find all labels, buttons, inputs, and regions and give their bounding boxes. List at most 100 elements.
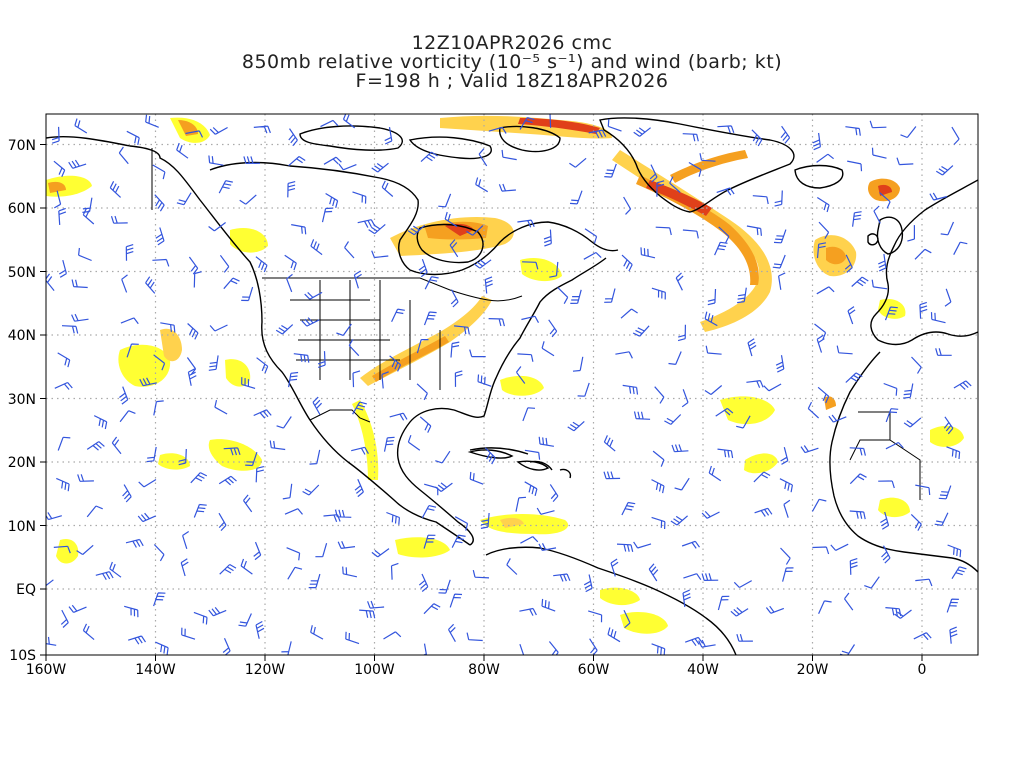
wind-barb xyxy=(730,607,749,617)
wind-barb xyxy=(674,477,690,491)
wind-barb xyxy=(947,544,962,558)
wind-barb xyxy=(836,345,853,355)
vorticity-pacific-5 xyxy=(56,538,79,564)
wind-barb xyxy=(847,306,856,325)
vorticity-africa-2 xyxy=(878,497,910,518)
wind-barb xyxy=(484,276,493,294)
wind-barb xyxy=(714,241,728,256)
wind-barb xyxy=(391,308,405,323)
wind-barb xyxy=(935,165,954,176)
wind-barb xyxy=(871,279,888,290)
wind-barb xyxy=(304,291,323,300)
lat-label-70n: 70N xyxy=(8,138,36,154)
wind-barb xyxy=(701,573,719,581)
wind-barb xyxy=(155,227,165,246)
vorticity-midatlantic-2 xyxy=(744,453,778,474)
wind-barb xyxy=(541,598,556,612)
wind-barb xyxy=(737,287,747,304)
lat-label-10n: 10N xyxy=(8,519,36,535)
wind-barb xyxy=(275,324,294,335)
wind-barb xyxy=(454,516,469,531)
wind-barb xyxy=(178,448,187,466)
wind-barb xyxy=(124,605,139,618)
wind-barb xyxy=(381,180,394,197)
wind-barb xyxy=(883,382,898,396)
vorticity-us-front xyxy=(360,296,492,386)
wind-barb xyxy=(701,510,720,519)
wind-barb xyxy=(46,512,62,521)
wind-barb xyxy=(137,512,156,523)
wind-barb xyxy=(223,447,241,456)
vorticity-itcz-1 xyxy=(395,537,450,558)
wind-barb xyxy=(126,130,140,146)
wind-barb xyxy=(946,598,959,613)
wind-barb xyxy=(185,130,204,138)
wind-barb xyxy=(308,573,321,589)
wind-barb xyxy=(424,276,439,290)
wind-barb xyxy=(652,450,665,467)
lon-label-100w: 100W xyxy=(354,662,395,678)
wind-barb xyxy=(293,353,310,363)
wind-barb xyxy=(302,484,320,496)
wind-barb xyxy=(187,323,199,340)
wind-barb xyxy=(869,120,887,129)
wind-barb xyxy=(879,192,891,209)
wind-barb xyxy=(772,254,786,269)
wind-barb xyxy=(651,479,665,494)
wind-barb xyxy=(851,276,869,287)
wind-barb xyxy=(607,627,621,643)
wind-barb xyxy=(357,219,376,228)
wind-barb xyxy=(435,450,451,464)
wind-barb xyxy=(736,415,751,429)
wind-barb xyxy=(604,288,616,303)
wind-barb xyxy=(188,256,199,275)
wind-barb xyxy=(907,225,915,242)
wind-barb xyxy=(451,534,466,548)
wind-barb xyxy=(864,576,880,589)
wind-barb xyxy=(684,636,704,647)
wind-barb xyxy=(337,540,356,549)
wind-barb xyxy=(778,272,786,290)
wind-barb xyxy=(371,548,390,558)
wind-barb xyxy=(241,286,254,302)
wind-barb xyxy=(125,244,134,261)
wind-barb xyxy=(675,272,684,291)
wind-barb xyxy=(782,567,794,582)
lat-label-20n: 20N xyxy=(8,455,36,471)
wind-barb xyxy=(753,471,771,483)
wind-barb xyxy=(915,578,933,587)
wind-barb xyxy=(871,147,887,159)
wind-barb xyxy=(649,164,658,183)
wind-barb xyxy=(154,194,165,212)
wind-barb xyxy=(93,415,108,430)
wind-barb xyxy=(176,192,192,206)
wind-barb xyxy=(152,164,166,180)
wind-barb xyxy=(751,129,763,147)
wind-barb xyxy=(344,241,355,259)
vorticity-midatlantic xyxy=(720,396,775,425)
wind-barb xyxy=(407,224,426,236)
wind-barb xyxy=(473,259,492,269)
wind-barb xyxy=(208,222,226,232)
wind-barb xyxy=(239,194,257,205)
wind-barb xyxy=(930,312,946,324)
vorticity-pacific-1-core xyxy=(160,328,182,362)
wind-barb xyxy=(633,127,651,137)
wind-barb xyxy=(155,641,169,655)
wind-barb xyxy=(765,605,785,614)
wind-barb xyxy=(817,386,830,404)
wind-barb xyxy=(214,399,228,415)
wind-barb xyxy=(301,317,320,327)
wind-barb xyxy=(583,574,593,593)
wind-barb xyxy=(153,400,164,416)
wind-barb xyxy=(549,114,552,128)
wind-barb xyxy=(253,125,271,134)
wind-barb xyxy=(86,441,105,451)
wind-barb xyxy=(632,325,650,337)
wind-barb xyxy=(280,641,292,655)
wind-barb xyxy=(243,494,253,513)
wind-barb xyxy=(774,190,783,207)
vorticity-spain xyxy=(878,298,906,319)
wind-barb xyxy=(466,632,483,642)
wind-barb xyxy=(320,119,339,128)
